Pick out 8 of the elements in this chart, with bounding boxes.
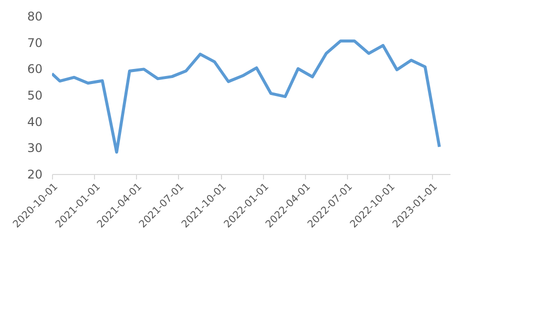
y-tick-label: 70 bbox=[27, 36, 42, 50]
y-tick-label: 60 bbox=[27, 62, 42, 76]
y-tick-label: 30 bbox=[27, 141, 42, 156]
y-tick-label: 20 bbox=[27, 168, 42, 182]
y-tick-label: 40 bbox=[27, 114, 42, 129]
line-series bbox=[52, 40, 441, 154]
y-tick-label: 50 bbox=[27, 88, 42, 102]
y-tick-label: 80 bbox=[27, 10, 42, 24]
